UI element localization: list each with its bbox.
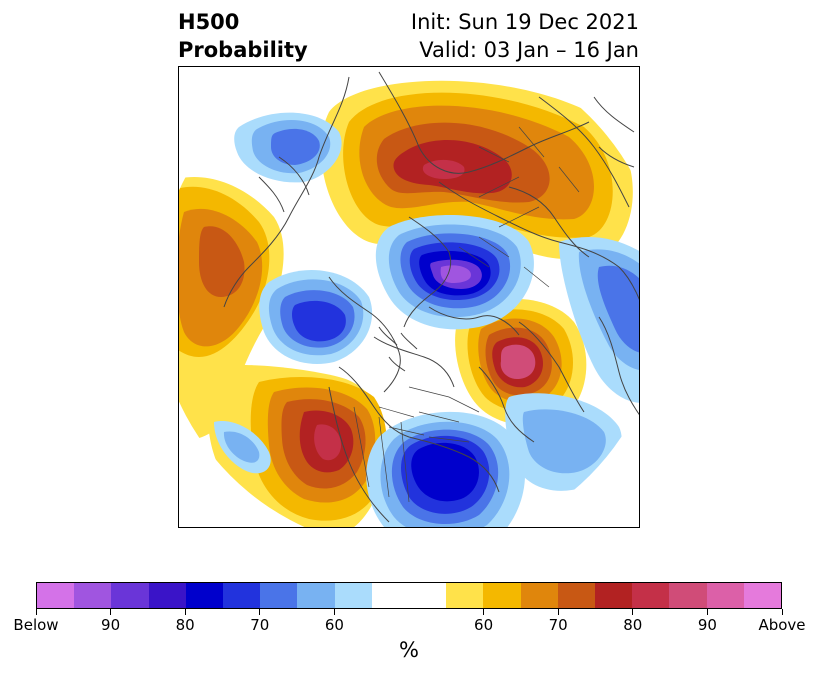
- colorbar-segment: [520, 583, 558, 608]
- colorbar-tick: [184, 609, 186, 615]
- colorbar-tick: [259, 609, 261, 615]
- colorbar-unit: %: [399, 638, 419, 662]
- anomaly-below-arctic: [375, 215, 534, 330]
- colorbar-segment: [557, 583, 596, 608]
- colorbar-segment: [223, 583, 261, 608]
- colorbar-segment: [409, 583, 447, 608]
- colorbar-tick: [333, 609, 335, 615]
- colorbar-segment: [111, 583, 149, 608]
- colorbar-tick-label: 80: [175, 616, 195, 634]
- title-variable: H500: [178, 10, 240, 34]
- colorbar-segment: [297, 583, 335, 608]
- colorbar-segment: [148, 583, 186, 608]
- colorbar-segment: [371, 583, 410, 608]
- colorbar-segment: [260, 583, 298, 608]
- colorbar-segment: [483, 583, 521, 608]
- colorbar-segment: [446, 583, 484, 608]
- colorbar-segment: [743, 583, 782, 608]
- colorbar-tick: [632, 609, 634, 615]
- colorbar-tick-label: 90: [101, 616, 121, 634]
- colorbar-tick-label: 60: [474, 616, 494, 634]
- colorbar-tick: [781, 609, 783, 615]
- map-panel: [178, 66, 640, 528]
- anomaly-below-eastern-na: [366, 411, 525, 527]
- colorbar-tick: [110, 609, 112, 615]
- colorbar-tick-label: 80: [623, 616, 643, 634]
- anomaly-above-western-na: [207, 365, 387, 527]
- colorbar-segment: [669, 583, 707, 608]
- colorbar-tick-label: 90: [697, 616, 717, 634]
- anomaly-below-southeast: [505, 393, 622, 491]
- anomaly-above-pacific: [179, 177, 284, 440]
- colorbar-tick-label: 70: [250, 616, 270, 634]
- colorbar-tick-label: 70: [548, 616, 568, 634]
- anomaly-below-northwest: [234, 112, 342, 183]
- anomaly-below-east: [559, 237, 639, 403]
- colorbar: [36, 582, 782, 609]
- colorbar-tick: [483, 609, 485, 615]
- valid-period: Valid: 03 Jan – 16 Jan: [419, 38, 639, 62]
- anomaly-below-southwest: [214, 421, 271, 474]
- colorbar-segment: [74, 583, 112, 608]
- title-product: Probability: [178, 38, 308, 62]
- colorbar-segment: [706, 583, 744, 608]
- colorbar-tick: [557, 609, 559, 615]
- coastlines: [223, 71, 639, 523]
- colorbar-tick-label: 60: [324, 616, 344, 634]
- colorbar-tick-label: Below: [13, 616, 59, 634]
- political-borders: [353, 126, 580, 503]
- colorbar-segment: [595, 583, 633, 608]
- probability-field: [179, 67, 639, 527]
- colorbar-tick: [706, 609, 708, 615]
- title-left: H500 Probability: [178, 8, 308, 64]
- colorbar-segment: [185, 583, 224, 608]
- colorbar-segment: [334, 583, 372, 608]
- colorbar-tick-label: Above: [758, 616, 806, 634]
- init-time: Init: Sun 19 Dec 2021: [410, 10, 639, 34]
- colorbar-segment: [37, 583, 75, 608]
- colorbar-tick: [35, 609, 37, 615]
- colorbar-segment: [632, 583, 670, 608]
- title-right: Init: Sun 19 Dec 2021 Valid: 03 Jan – 16…: [411, 8, 639, 64]
- polar-stereographic-map: [179, 67, 639, 527]
